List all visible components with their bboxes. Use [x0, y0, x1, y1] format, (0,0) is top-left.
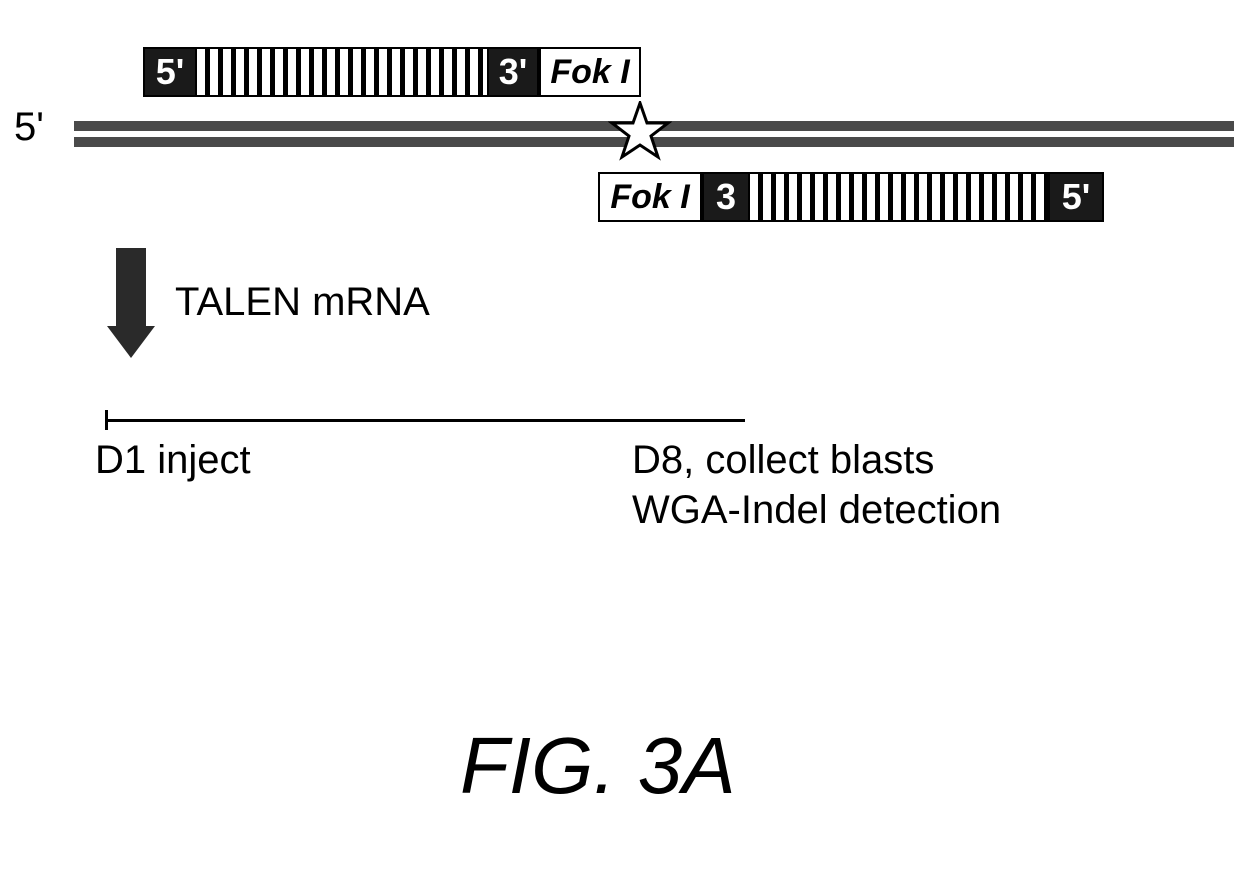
timeline-line [105, 419, 745, 422]
cut-site-star-icon [608, 101, 672, 165]
talen-bottom-repeats [750, 172, 1048, 222]
arrow-label: TALEN mRNA [175, 280, 430, 325]
fok-label: Fok I [550, 53, 629, 92]
talen-bottom-3prime: 3 [702, 172, 750, 222]
arrow-head-icon [107, 326, 155, 358]
talen-bottom-5prime: 5' [1048, 172, 1104, 222]
timeline-d8-label-line2: WGA-Indel detection [632, 488, 1001, 533]
talen-top-fok: Fok I [539, 47, 641, 97]
timeline-d8-label-line1: D8, collect blasts [632, 438, 934, 483]
diagram-canvas: 5' 5' 3' Fok I Fok I 3 5' TALEN mRNA D1 … [0, 0, 1240, 885]
fok-label: Fok I [610, 178, 689, 217]
timeline-d1-label: D1 inject [95, 438, 251, 483]
talen-top-5prime: 5' [143, 47, 197, 97]
arrow-shaft [116, 248, 146, 326]
talen-top-3prime: 3' [487, 47, 539, 97]
talen-bottom-fok: Fok I [598, 172, 702, 222]
talen-top-repeats [197, 47, 487, 97]
figure-caption: FIG. 3A [460, 720, 736, 812]
dna-5prime-label: 5' [14, 105, 44, 150]
